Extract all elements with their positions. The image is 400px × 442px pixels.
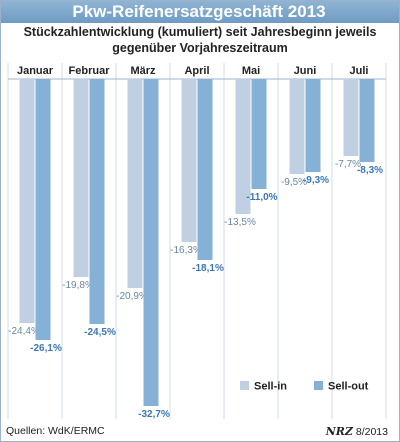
data-label-sell-out: -18,1% (192, 263, 224, 274)
bar-sell-out (89, 79, 105, 324)
bar-sell-in (127, 79, 143, 288)
bar-sell-out (197, 79, 213, 260)
chart-title: Pkw-Reifenersatzgeschäft 2013 (72, 2, 326, 21)
subtitle-line-1: Stückzahlentwicklung (kumuliert) seit Ja… (23, 25, 377, 39)
brand-credit: NRZ 8/2013 (326, 425, 388, 438)
legend-label-sell-out: Sell-out (328, 381, 369, 393)
bar-sell-in (73, 79, 89, 277)
bar-sell-out (305, 79, 321, 172)
bar-sell-out (35, 79, 51, 340)
publication-date: 8/2013 (355, 426, 388, 438)
subtitle-line-2: gegenüber Vorjahreszeitraum (112, 41, 288, 55)
bar-sell-in (235, 79, 251, 214)
data-label-sell-out: -9,3% (303, 175, 329, 186)
data-label-sell-in: -13,5% (224, 217, 256, 228)
data-label-sell-in: -7,7% (335, 159, 361, 170)
data-label-sell-in: -24,4% (8, 326, 40, 337)
data-label-sell-in: -19,8% (62, 280, 94, 291)
data-label-sell-out: -24,5% (84, 327, 116, 338)
bar-sell-out (143, 79, 159, 406)
legend-swatch-sell-out (314, 381, 323, 390)
category-label: Juli (350, 65, 369, 77)
data-label-sell-out: -26,1% (30, 343, 62, 354)
category-label: Januar (17, 65, 54, 77)
bar-sell-in (289, 79, 305, 174)
legend-label-sell-in: Sell-in (254, 381, 287, 393)
bar-sell-out (359, 79, 375, 162)
data-label-sell-in: -9,5% (281, 177, 307, 188)
category-label: Juni (294, 65, 317, 77)
data-label-sell-out: -8,3% (357, 165, 383, 176)
title-bar (1, 1, 399, 23)
legend-swatch-sell-in (240, 381, 249, 390)
bar-sell-in (343, 79, 359, 156)
source-note: Quellen: WdK/ERMC (6, 425, 105, 437)
brand-logo: NRZ (325, 425, 353, 438)
bar-sell-in (181, 79, 197, 242)
category-label: April (184, 65, 209, 77)
category-label: März (130, 65, 156, 77)
data-label-sell-in: -20,9% (116, 291, 148, 302)
bar-sell-in (19, 79, 35, 323)
data-label-sell-in: -16,3% (170, 245, 202, 256)
bar-sell-out (251, 79, 267, 189)
data-label-sell-out: -32,7% (138, 409, 170, 420)
data-label-sell-out: -11,0% (246, 192, 277, 203)
category-label: Februar (69, 65, 111, 77)
chart-subtitle: Stückzahlentwicklung (kumuliert) seit Ja… (0, 24, 400, 56)
category-label: Mai (242, 65, 260, 77)
